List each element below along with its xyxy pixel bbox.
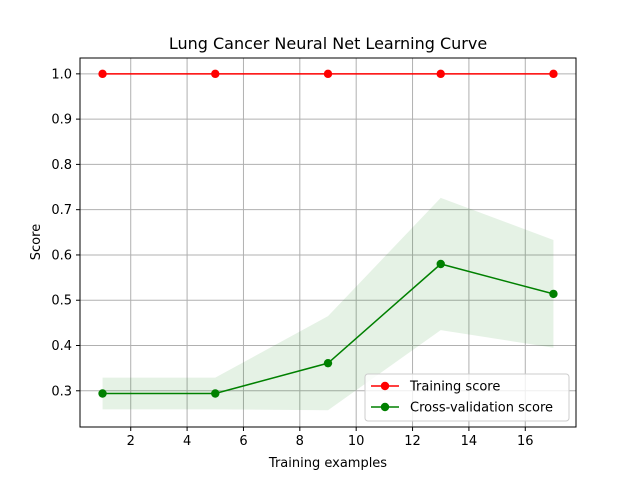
legend-marker — [380, 402, 390, 412]
y-tick-label: 0.6 — [51, 248, 72, 263]
legend-label: Cross-validation score — [410, 401, 553, 416]
series-lines — [98, 69, 558, 398]
x-axis-label: Training examples — [268, 456, 387, 471]
x-tick-label: 2 — [127, 434, 135, 449]
x-tick-label: 16 — [517, 434, 534, 449]
chart-title: Lung Cancer Neural Net Learning Curve — [169, 34, 487, 53]
grid — [80, 58, 576, 427]
series-0-point — [211, 69, 220, 79]
x-tick-label: 4 — [183, 434, 191, 449]
legend-marker — [380, 381, 390, 391]
y-tick-label: 1.0 — [51, 67, 72, 82]
y-tick-label: 0.8 — [51, 158, 72, 173]
series-0-point — [549, 69, 558, 79]
legend-label: Training score — [409, 380, 500, 395]
series-1-band — [102, 197, 554, 411]
series-1-point — [323, 358, 333, 368]
x-tick-label: 12 — [404, 434, 421, 449]
confidence-bands — [102, 197, 554, 411]
series-0-point — [98, 69, 107, 79]
series-1-point — [436, 259, 445, 269]
x-tick-label: 10 — [348, 434, 365, 449]
plot-frame — [79, 57, 577, 428]
y-tick-label: 0.9 — [51, 113, 72, 128]
legend-box — [364, 373, 570, 422]
y-axis-label: Score — [29, 224, 44, 260]
series-1-point — [98, 389, 107, 398]
x-tick-label: 14 — [461, 434, 478, 449]
x-axis-ticks: 2 4 6 8 10 12 14 16 — [127, 427, 534, 449]
y-tick-label: 0.7 — [51, 203, 72, 218]
y-tick-label: 0.3 — [51, 384, 72, 399]
y-tick-label: 0.4 — [51, 339, 72, 354]
series-1-point — [549, 289, 558, 299]
series-1-point — [211, 389, 220, 398]
y-axis-ticks: 0.3 0.4 0.5 0.6 0.7 0.8 0.9 1.0 — [51, 67, 80, 399]
x-tick-label: 6 — [239, 434, 247, 449]
series-0-point — [323, 69, 333, 79]
legend: Training score Cross-validation score — [364, 373, 570, 422]
series-0-point — [436, 69, 445, 79]
y-tick-label: 0.5 — [51, 294, 72, 309]
x-tick-label: 8 — [296, 434, 304, 449]
